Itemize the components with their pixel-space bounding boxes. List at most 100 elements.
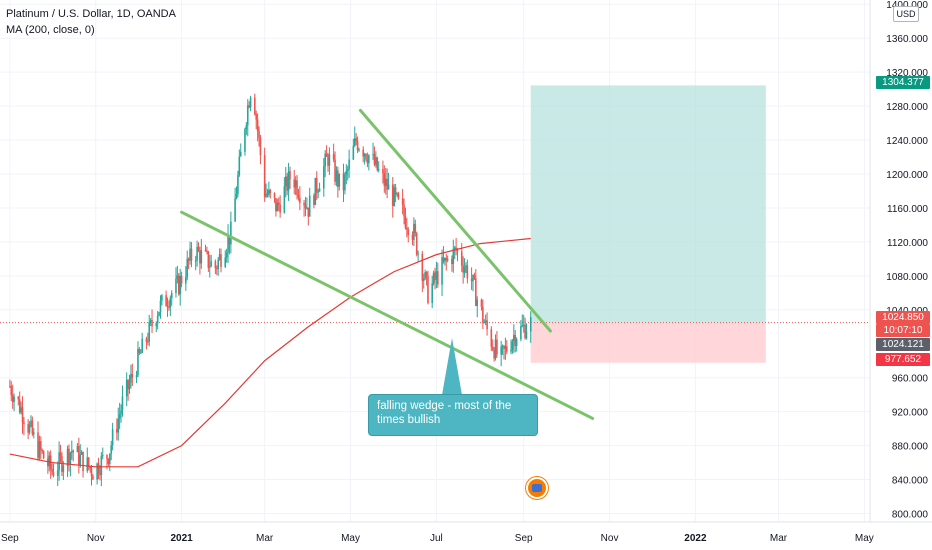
candle-body [155,323,158,327]
candle-body [137,349,139,376]
x-tick-label: 2022 [684,533,707,544]
candle-body [206,250,208,252]
candle-body [179,275,181,295]
y-tick-label: 960.000 [892,374,929,385]
candle-body [505,346,508,352]
candle-body [325,153,328,157]
candle-body [442,257,445,262]
indicator-label[interactable]: MA (200, close, 0) [6,24,95,36]
candle-body [169,298,172,308]
x-tick-label: Sep [515,533,533,544]
candle-body [328,154,331,166]
candle-body [96,463,98,480]
candle-body [161,295,163,301]
candle-body [501,345,504,347]
candle-body [284,176,287,187]
candle-body [66,448,69,466]
candle-body [156,315,159,324]
candle-body [138,349,141,353]
candle-body [130,374,132,383]
candle-body [315,177,318,193]
candle-body [215,268,218,270]
price-axis[interactable]: 1400.000 1360.000 1320.000 1280.000 1240.000… [886,0,928,520]
candle-body [515,339,518,346]
candle-body [166,306,169,308]
candle-body [511,341,514,350]
candle-body [255,114,258,120]
candle-body [299,197,301,203]
x-tick-label: Mar [256,533,274,544]
candle-body [452,248,455,265]
candle-body [101,455,104,457]
candle-body [159,300,162,313]
candle-body [322,166,325,189]
candle-body [117,418,120,433]
candle-body [10,386,13,396]
candle-body [529,317,532,332]
candle-body [425,272,428,276]
chart-legend: Platinum / U.S. Dollar, 1D, OANDA MA (20… [6,6,176,38]
stop-loss-zone[interactable] [530,322,766,363]
candle-body [296,180,298,196]
moving-average-line [9,237,531,468]
candle-body [118,414,121,419]
candle-body [394,187,397,195]
candle-body [217,259,220,269]
candle-body [70,450,73,453]
candle-body [41,450,44,452]
candle-body [207,251,210,268]
candle-body [417,253,419,255]
candle-body [462,265,464,273]
candle-body [237,175,239,194]
currency-label[interactable]: USD [893,6,919,22]
candle-body [268,189,270,195]
candle-body [522,324,525,326]
candle-body [78,446,80,466]
candle-body [337,170,339,187]
candle-body [413,223,415,240]
candle-body [510,349,512,352]
falling-wedge-lines[interactable] [180,108,595,420]
candle-body [239,151,242,157]
wedge-trendline[interactable] [180,210,595,420]
flag-icon[interactable] [526,477,548,499]
candle-body [338,173,341,187]
candle-body [165,295,167,307]
candle-body [318,188,321,192]
time-axis[interactable]: Sep Nov 2021 Mar May Jul Sep Nov 2022 Mar May [1,533,874,544]
candle-body [17,396,20,400]
candle-body [265,193,267,197]
candle-body [424,272,426,279]
y-tick-label: 840.000 [892,476,929,487]
falling-wedge-callout[interactable]: falling wedge - most of the times bullis… [368,394,538,436]
candle-body [145,338,148,342]
candle-body [80,451,83,455]
candle-body [151,320,153,327]
candle-body [200,250,203,264]
candle-body [453,247,456,249]
candle-body [317,191,319,193]
callout-pointer [442,338,462,395]
symbol-title[interactable]: Platinum / U.S. Dollar, 1D, OANDA [6,8,176,20]
candle-body [308,195,311,217]
candle-body [397,193,400,199]
candle-body [396,193,398,195]
candle-body [445,257,448,261]
candle-body [175,278,177,294]
candle-body [352,145,355,160]
candle-body [266,193,269,195]
profit-target-zone[interactable] [530,85,766,323]
candle-body [72,450,75,453]
candle-body [345,170,348,175]
candle-body [109,453,111,465]
candle-body [382,169,384,174]
wedge-trendline[interactable] [358,108,552,333]
candle-body [373,154,376,165]
candle-body [314,177,317,205]
candle-body [9,386,11,388]
candle-body [116,429,118,433]
candle-body [503,345,505,349]
candle-body [355,138,357,141]
candle-body [52,472,55,476]
